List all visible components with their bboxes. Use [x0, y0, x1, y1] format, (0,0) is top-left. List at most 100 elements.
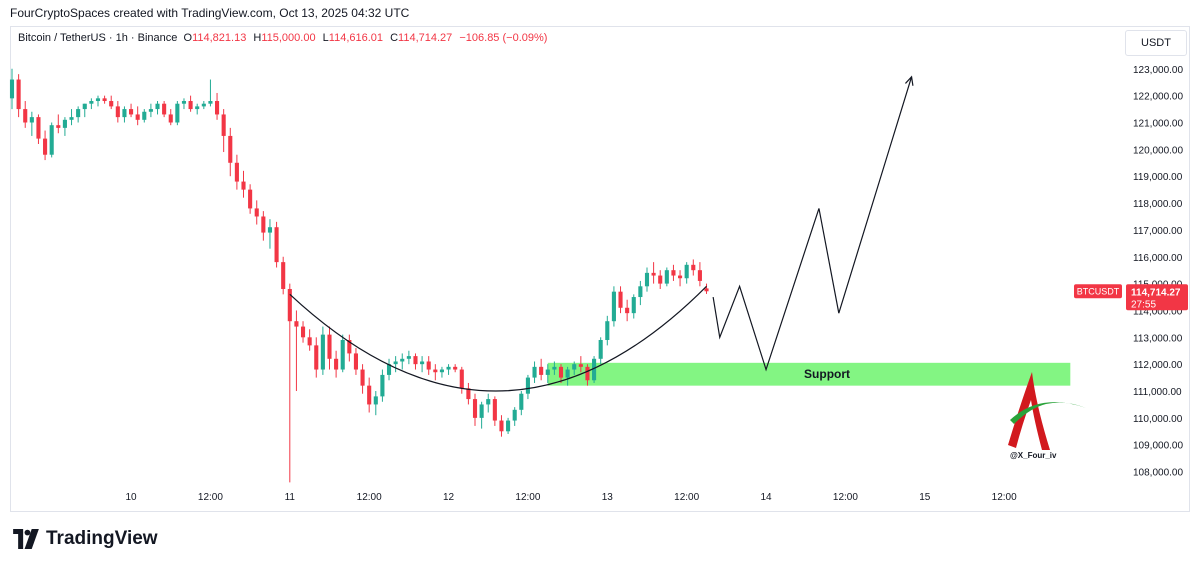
candle-body[interactable]	[380, 374, 385, 397]
candle-body[interactable]	[155, 103, 160, 110]
candle-body[interactable]	[558, 366, 564, 378]
candle-body[interactable]	[43, 138, 48, 155]
candle-body[interactable]	[221, 114, 226, 136]
candle-body[interactable]	[89, 101, 94, 104]
candle-body[interactable]	[56, 125, 61, 128]
candle-body[interactable]	[102, 98, 107, 102]
candle-body[interactable]	[400, 358, 405, 362]
candle-body[interactable]	[327, 334, 332, 359]
candle-body[interactable]	[532, 366, 537, 378]
candle-body[interactable]	[168, 114, 173, 123]
candle-body[interactable]	[62, 119, 67, 128]
candle-body[interactable]	[373, 396, 378, 405]
candle-body[interactable]	[320, 334, 325, 370]
candle-body[interactable]	[148, 109, 153, 112]
candle-body[interactable]	[234, 162, 239, 182]
candle-body[interactable]	[644, 272, 650, 287]
candle-body[interactable]	[611, 291, 616, 322]
candle-body[interactable]	[658, 275, 663, 284]
candle-body[interactable]	[287, 288, 292, 322]
candle-body[interactable]	[267, 227, 273, 233]
candle-body[interactable]	[115, 106, 120, 118]
candle-body[interactable]	[353, 353, 359, 370]
candle-body[interactable]	[129, 109, 134, 115]
candle-body[interactable]	[69, 117, 74, 120]
candle-body[interactable]	[439, 369, 444, 373]
candle-body[interactable]	[506, 420, 511, 432]
tradingview-logo[interactable]: TradingView	[12, 528, 158, 550]
candle-body[interactable]	[82, 103, 87, 110]
candle-body[interactable]	[314, 345, 319, 370]
candle-body[interactable]	[76, 109, 81, 118]
projection-path-drawing[interactable]	[712, 76, 913, 372]
candle-body[interactable]	[453, 366, 458, 370]
candle-body[interactable]	[347, 340, 352, 354]
candle-body[interactable]	[459, 369, 464, 389]
candle-body[interactable]	[499, 420, 504, 432]
candle-body[interactable]	[545, 369, 550, 375]
candle-body[interactable]	[340, 340, 345, 370]
support-zone[interactable]	[547, 362, 1071, 386]
candle-body[interactable]	[651, 272, 656, 276]
candle-body[interactable]	[135, 114, 140, 120]
candle-body[interactable]	[572, 364, 577, 370]
candle-body[interactable]	[446, 366, 451, 370]
candle-body[interactable]	[360, 369, 365, 386]
candle-body[interactable]	[181, 101, 187, 104]
candle-body[interactable]	[208, 101, 213, 104]
candle-body[interactable]	[420, 361, 425, 365]
candle-body[interactable]	[519, 393, 524, 410]
candle-body[interactable]	[585, 366, 590, 381]
candle-body[interactable]	[261, 216, 266, 233]
candle-body[interactable]	[393, 361, 398, 365]
candle-body[interactable]	[367, 385, 372, 405]
candle-body[interactable]	[201, 103, 206, 107]
candle-body[interactable]	[248, 189, 253, 209]
candle-body[interactable]	[95, 98, 101, 102]
currency-selector[interactable]: USDT	[1125, 30, 1187, 56]
candle-body[interactable]	[631, 297, 636, 314]
candle-body[interactable]	[697, 270, 702, 281]
candle-body[interactable]	[426, 361, 431, 370]
candle-body[interactable]	[294, 321, 299, 327]
candle-body[interactable]	[565, 369, 570, 378]
candle-body[interactable]	[228, 135, 233, 163]
candle-body[interactable]	[525, 377, 530, 394]
candle-body[interactable]	[109, 101, 114, 107]
candle-body[interactable]	[241, 181, 246, 190]
candle-body[interactable]	[664, 270, 669, 284]
candle-body[interactable]	[274, 227, 279, 263]
candle-body[interactable]	[142, 111, 147, 120]
candle-body[interactable]	[678, 275, 683, 279]
candle-body[interactable]	[9, 79, 15, 99]
candle-body[interactable]	[49, 125, 54, 155]
cup-arc-drawing[interactable]	[289, 285, 707, 392]
candle-body[interactable]	[254, 208, 259, 217]
candle-body[interactable]	[162, 103, 167, 115]
candle-body[interactable]	[486, 399, 491, 405]
candle-body[interactable]	[195, 106, 200, 110]
candle-body[interactable]	[638, 286, 643, 298]
candle-body[interactable]	[307, 337, 312, 346]
candle-body[interactable]	[598, 340, 603, 359]
candle-body[interactable]	[29, 117, 34, 123]
candle-body[interactable]	[592, 358, 597, 381]
candle-body[interactable]	[552, 366, 557, 370]
candle-body[interactable]	[406, 356, 411, 359]
candle-body[interactable]	[704, 288, 709, 292]
candle-body[interactable]	[214, 101, 220, 115]
candle-body[interactable]	[175, 103, 180, 123]
candle-body[interactable]	[433, 369, 438, 373]
candle-body[interactable]	[479, 404, 484, 418]
candle-body[interactable]	[578, 364, 583, 367]
candle-body[interactable]	[281, 262, 286, 289]
candle-body[interactable]	[472, 399, 478, 418]
candle-body[interactable]	[386, 364, 392, 375]
candle-body[interactable]	[466, 388, 471, 400]
candle-body[interactable]	[625, 307, 630, 314]
candle-body[interactable]	[492, 399, 497, 421]
candle-body[interactable]	[122, 109, 127, 118]
candle-body[interactable]	[618, 291, 623, 308]
candle-body[interactable]	[23, 109, 28, 123]
